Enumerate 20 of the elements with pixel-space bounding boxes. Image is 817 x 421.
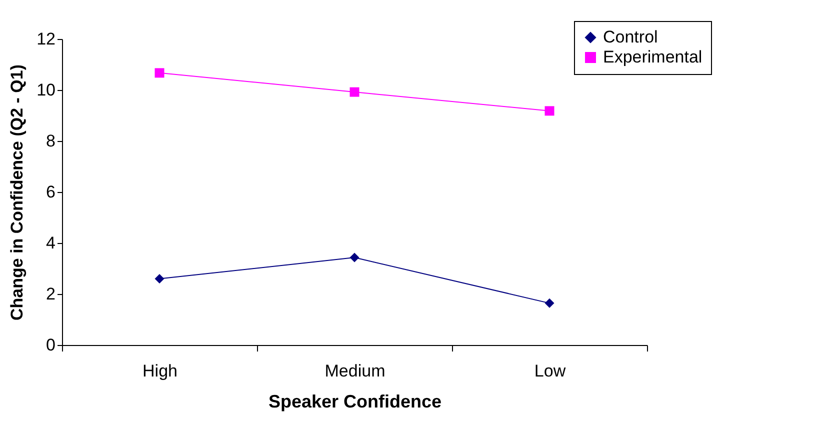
x-tick-label: Low	[534, 362, 566, 380]
point	[544, 298, 554, 308]
point	[154, 274, 164, 284]
y-axis-title: Change in Confidence (Q2 - Q1)	[8, 64, 27, 320]
y-tick-label: 6	[46, 182, 56, 202]
y-tick-label: 2	[46, 284, 56, 304]
x-axis-title: Speaker Confidence	[268, 392, 442, 412]
y-tick-label: 0	[46, 336, 56, 354]
point	[154, 68, 164, 78]
x-tick-label: High	[142, 362, 178, 380]
y-tick-label: 12	[36, 30, 56, 48]
y-tick-label: 4	[46, 234, 56, 252]
point	[350, 87, 360, 97]
x-tick-label: Medium	[324, 362, 386, 380]
y-tick-label: 10	[36, 80, 56, 100]
point	[350, 252, 360, 262]
legend-label: Experimental	[603, 48, 702, 66]
legend-label: Control	[603, 28, 658, 46]
y-tick-label: 8	[46, 132, 56, 150]
point	[544, 106, 554, 116]
